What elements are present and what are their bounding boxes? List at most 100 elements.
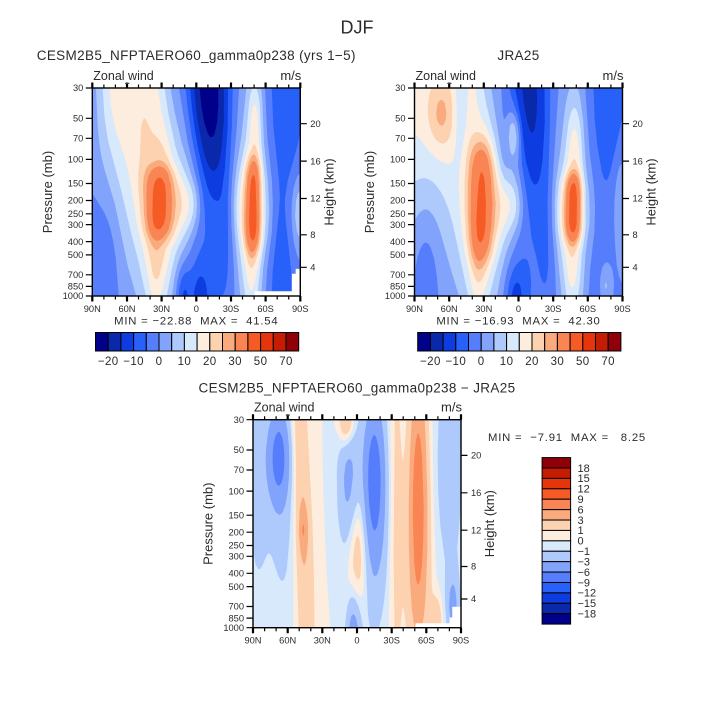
svg-text:60S: 60S (580, 304, 597, 314)
svg-text:18: 18 (578, 463, 590, 475)
svg-text:−15: −15 (578, 598, 597, 610)
svg-text:0: 0 (478, 356, 485, 368)
svg-text:400: 400 (390, 237, 406, 247)
svg-text:100: 100 (68, 155, 84, 165)
svg-text:30S: 30S (223, 304, 240, 314)
svg-text:60N: 60N (441, 304, 458, 314)
svg-text:15: 15 (578, 473, 590, 485)
svg-text:60S: 60S (257, 304, 274, 314)
svg-text:1: 1 (578, 525, 584, 537)
svg-text:60S: 60S (418, 636, 435, 646)
svg-text:30: 30 (234, 415, 244, 425)
svg-text:MIN = −16.93 MAX = 42.30: MIN = −16.93 MAX = 42.30 (436, 316, 600, 328)
svg-text:4: 4 (633, 263, 638, 273)
svg-text:0: 0 (516, 304, 521, 314)
svg-text:300: 300 (68, 220, 84, 230)
svg-text:400: 400 (228, 569, 244, 579)
svg-text:−9: −9 (578, 577, 591, 589)
svg-text:200: 200 (228, 527, 244, 537)
svg-text:90S: 90S (453, 636, 470, 646)
svg-text:−10: −10 (123, 356, 144, 368)
svg-text:300: 300 (390, 220, 406, 230)
svg-text:0: 0 (194, 304, 199, 314)
svg-text:250: 250 (390, 209, 406, 219)
svg-text:DJF: DJF (341, 18, 374, 38)
svg-text:0: 0 (156, 356, 163, 368)
svg-text:9: 9 (578, 494, 584, 506)
svg-text:300: 300 (228, 552, 244, 562)
svg-text:8: 8 (633, 230, 638, 240)
svg-text:150: 150 (68, 179, 84, 189)
svg-text:60N: 60N (118, 304, 135, 314)
svg-text:50: 50 (234, 445, 244, 455)
svg-text:6: 6 (578, 504, 584, 516)
svg-text:700: 700 (68, 270, 84, 280)
svg-text:−6: −6 (578, 567, 591, 579)
svg-text:CESM2B5_NFPTAERO60_gamma0p238: CESM2B5_NFPTAERO60_gamma0p238 (yrs 1−5) (37, 48, 356, 63)
svg-text:90S: 90S (614, 304, 631, 314)
svg-text:70: 70 (279, 356, 293, 368)
svg-text:50: 50 (395, 114, 405, 124)
svg-text:70: 70 (234, 465, 244, 475)
svg-text:8: 8 (310, 230, 315, 240)
svg-text:MIN = −7.91 MAX = 8.25: MIN = −7.91 MAX = 8.25 (488, 432, 646, 444)
svg-text:1000: 1000 (385, 291, 406, 301)
svg-text:400: 400 (68, 237, 84, 247)
svg-text:−20: −20 (98, 356, 119, 368)
svg-text:700: 700 (228, 602, 244, 612)
svg-text:50: 50 (73, 114, 83, 124)
svg-text:150: 150 (228, 510, 244, 520)
svg-text:50: 50 (254, 356, 268, 368)
svg-text:100: 100 (390, 155, 406, 165)
svg-text:10: 10 (500, 356, 514, 368)
svg-text:30S: 30S (383, 636, 400, 646)
svg-text:90N: 90N (406, 304, 423, 314)
svg-text:500: 500 (390, 250, 406, 260)
svg-text:70: 70 (395, 134, 405, 144)
svg-text:850: 850 (390, 282, 406, 292)
svg-text:Pressure (mb): Pressure (mb) (40, 151, 55, 233)
svg-text:850: 850 (228, 613, 244, 623)
svg-text:m/s: m/s (441, 400, 462, 415)
svg-text:700: 700 (390, 270, 406, 280)
svg-text:0: 0 (354, 636, 359, 646)
svg-text:20: 20 (525, 356, 539, 368)
svg-text:8: 8 (471, 562, 476, 572)
svg-text:Pressure (mb): Pressure (mb) (201, 483, 216, 565)
svg-text:Height (km): Height (km) (482, 490, 497, 557)
svg-text:250: 250 (228, 541, 244, 551)
svg-text:20: 20 (203, 356, 217, 368)
svg-text:1000: 1000 (63, 291, 84, 301)
svg-text:3: 3 (578, 515, 584, 527)
svg-text:−1: −1 (578, 546, 591, 558)
svg-text:20: 20 (471, 451, 481, 461)
svg-text:Zonal wind: Zonal wind (416, 69, 476, 83)
svg-text:4: 4 (310, 263, 315, 273)
svg-text:30: 30 (228, 356, 242, 368)
svg-text:12: 12 (578, 484, 590, 496)
svg-text:70: 70 (601, 356, 615, 368)
svg-text:250: 250 (68, 209, 84, 219)
svg-text:−10: −10 (445, 356, 466, 368)
svg-text:30N: 30N (153, 304, 170, 314)
svg-text:1000: 1000 (223, 623, 244, 633)
svg-text:850: 850 (68, 282, 84, 292)
svg-text:500: 500 (228, 582, 244, 592)
svg-text:Height (km): Height (km) (644, 158, 659, 225)
svg-text:30: 30 (73, 83, 83, 93)
svg-text:−18: −18 (578, 608, 597, 620)
svg-text:4: 4 (471, 594, 476, 604)
svg-text:70: 70 (73, 134, 83, 144)
svg-text:m/s: m/s (280, 68, 301, 83)
svg-text:30: 30 (395, 83, 405, 93)
svg-text:JRA25: JRA25 (497, 48, 539, 63)
svg-text:−12: −12 (578, 588, 597, 600)
svg-text:30N: 30N (314, 636, 331, 646)
svg-text:16: 16 (310, 156, 320, 166)
svg-text:CESM2B5_NFPTAERO60_gamma0p238: CESM2B5_NFPTAERO60_gamma0p238 − JRA25 (199, 381, 516, 396)
svg-text:200: 200 (390, 196, 406, 206)
svg-text:−3: −3 (578, 556, 591, 568)
svg-text:12: 12 (633, 194, 643, 204)
svg-text:−20: −20 (420, 356, 441, 368)
svg-text:12: 12 (310, 194, 320, 204)
